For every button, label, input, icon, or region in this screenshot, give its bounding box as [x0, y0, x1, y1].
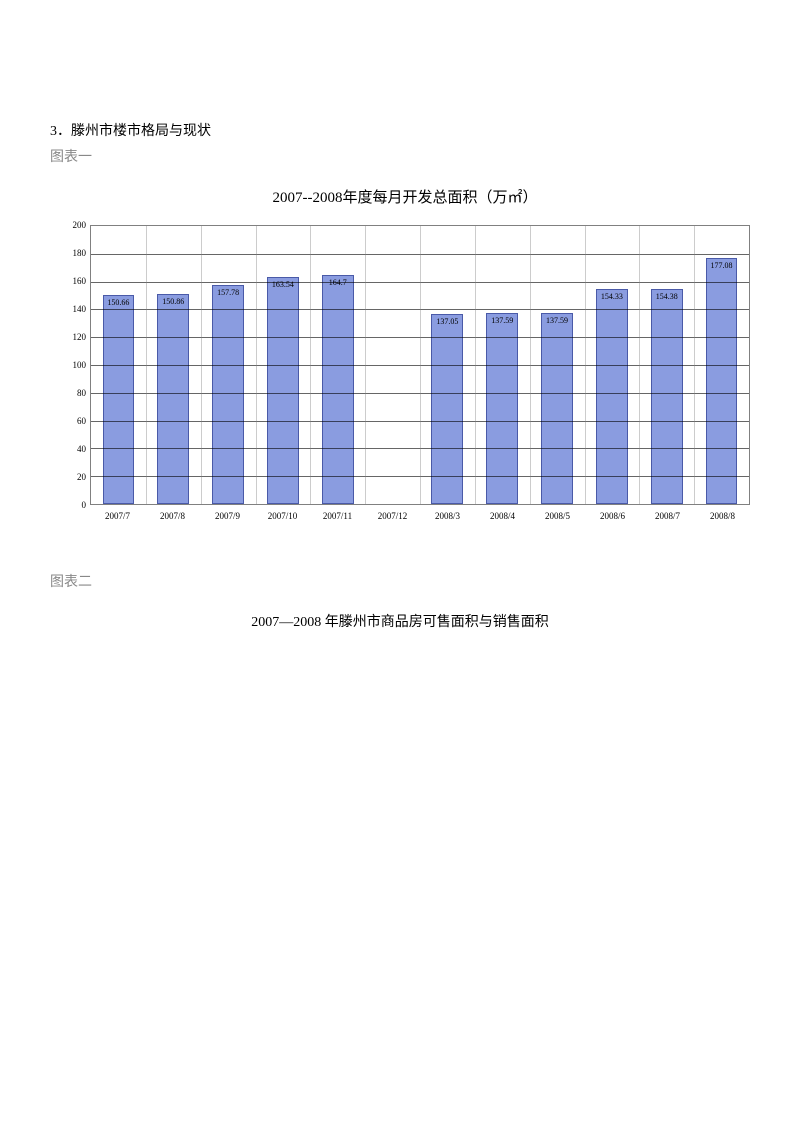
chart1-x-tick: 2008/3	[420, 505, 475, 521]
chart1-y-tick: 60	[77, 416, 86, 426]
chart2-block: 图表二 2007―2008 年滕州市商品房可售面积与销售面积	[50, 571, 750, 631]
chart1-y-tick: 140	[73, 304, 87, 314]
chart1-bar: 154.33	[596, 289, 628, 504]
chart1-gridline-v	[146, 226, 147, 504]
chart1-gridline-v	[530, 226, 531, 504]
chart1-gridline-v	[365, 226, 366, 504]
chart1-gridline-v	[256, 226, 257, 504]
chart1-y-tick: 160	[73, 276, 87, 286]
chart2-title: 2007―2008 年滕州市商品房可售面积与销售面积	[50, 611, 750, 631]
chart1-y-tick: 120	[73, 332, 87, 342]
chart1-bar: 157.78	[212, 285, 244, 504]
chart1-y-tick: 100	[73, 360, 87, 370]
chart1: 020406080100120140160180200 150.66150.86…	[60, 225, 750, 505]
chart1-bar: 177.08	[706, 258, 738, 504]
chart1-y-tick: 200	[73, 220, 87, 230]
chart1-bar-value-label: 137.59	[491, 316, 513, 325]
chart1-container: 2007--2008年度每月开发总面积（万㎡） 0 20 40 60 80 100 120 1…	[60, 186, 750, 521]
chart1-bar-value-label: 137.05	[436, 317, 458, 326]
chart1-x-tick: 2007/10	[255, 505, 310, 521]
chart1-x-tick: 2008/5	[530, 505, 585, 521]
chart1-x-axis: 2007/72007/82007/92007/102007/112007/122…	[90, 505, 750, 521]
chart1-bar: 163.54	[267, 277, 299, 504]
chart1-gridline-v	[475, 226, 476, 504]
chart1-bar-value-label: 137.59	[546, 316, 568, 325]
chart2-caption: 图表二	[50, 571, 750, 591]
chart1-gridline-v	[310, 226, 311, 504]
chart1-x-tick: 2007/8	[145, 505, 200, 521]
chart1-x-tick: 2008/4	[475, 505, 530, 521]
chart1-bar-value-label: 177.08	[711, 261, 733, 270]
chart1-bar: 150.86	[157, 294, 189, 504]
section-heading: 3．滕州市楼市格局与现状	[50, 120, 750, 140]
chart1-y-tick: 180	[73, 248, 87, 258]
chart1-y-tick: 20	[77, 472, 86, 482]
chart1-gridline-v	[694, 226, 695, 504]
chart1-y-tick: 80	[77, 388, 86, 398]
chart1-y-axis: 020406080100120140160180200	[60, 225, 90, 505]
chart1-x-tick: 2008/6	[585, 505, 640, 521]
chart1-gridline-v	[201, 226, 202, 504]
chart1-bar: 154.38	[651, 289, 683, 504]
chart1-gridline-v	[420, 226, 421, 504]
chart1-bar-value-label: 150.86	[162, 297, 184, 306]
chart1-x-tick: 2007/7	[90, 505, 145, 521]
chart1-bar-value-label: 150.66	[107, 298, 129, 307]
chart1-x-tick: 2007/11	[310, 505, 365, 521]
chart1-y-tick: 40	[77, 444, 86, 454]
chart1-bar-value-label: 154.33	[601, 292, 623, 301]
chart1-bar: 150.66	[103, 295, 135, 504]
chart1-bar-value-label: 157.78	[217, 288, 239, 297]
chart1-plot-area: 150.66150.86157.78163.54164.7137.05137.5…	[90, 225, 750, 505]
chart1-y-tick: 0	[82, 500, 87, 510]
chart1-x-tick: 2008/8	[695, 505, 750, 521]
chart1-gridline-v	[639, 226, 640, 504]
chart1-x-tick: 2008/7	[640, 505, 695, 521]
chart1-caption: 图表一	[50, 146, 750, 166]
chart1-bar-value-label: 154.38	[656, 292, 678, 301]
chart1-title: 2007--2008年度每月开发总面积（万㎡）	[60, 186, 750, 207]
chart1-gridline-v	[585, 226, 586, 504]
chart1-x-tick: 2007/9	[200, 505, 255, 521]
chart1-x-tick: 2007/12	[365, 505, 420, 521]
